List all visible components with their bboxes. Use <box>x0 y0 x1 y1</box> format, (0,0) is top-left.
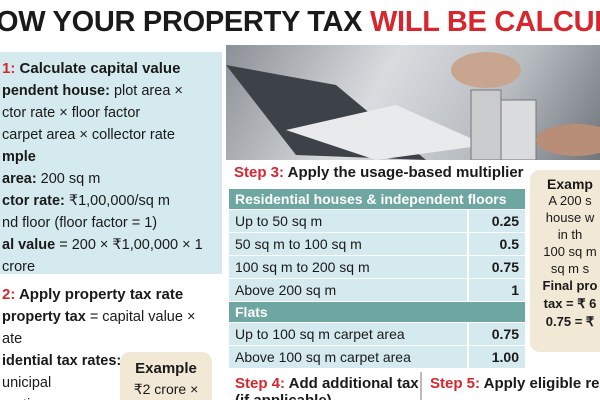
title-black: OW YOUR PROPERTY TAX <box>0 6 363 38</box>
photo-art <box>226 52 600 161</box>
step5: Step 5: Apply eligible reba <box>430 375 600 392</box>
area-cell: Above 200 sq m <box>229 279 467 301</box>
bold-text: al value <box>2 237 56 253</box>
bold-text: area: <box>2 171 37 187</box>
multiplier-cell: 0.75 <box>469 256 525 278</box>
table-row: Up to 100 sq m carpet area 0.75 <box>229 323 525 345</box>
step-label: 2: <box>2 286 16 303</box>
multiplier-cell: 1.00 <box>469 346 525 368</box>
multiplier-cell: 0.5 <box>469 233 525 255</box>
text-line: area: 200 sq m <box>2 168 203 190</box>
photo <box>226 45 600 161</box>
text: unicipal <box>2 375 52 391</box>
area-cell: Up to 100 sq m carpet area <box>229 323 467 345</box>
step-label: 1: <box>2 60 16 77</box>
example-result: tax = ₹ 6 <box>543 296 597 311</box>
text: orations <box>2 397 54 400</box>
text: nd floor (floor factor = 1) <box>2 215 158 231</box>
area-cell: 100 sq m to 200 sq m <box>229 256 467 278</box>
text: = 200 × ₹1,00,000 × 1 <box>59 237 203 253</box>
step1-panel <box>0 52 222 274</box>
text-line: nd floor (floor factor = 1) <box>2 212 203 234</box>
step2: 2: Apply property tax rate property tax =… <box>2 284 195 400</box>
area-cell: Up to 50 sq m <box>229 210 467 232</box>
text-line: unicipal <box>2 372 195 394</box>
area-cell: 50 sq m to 100 sq m <box>229 233 467 255</box>
text: = capital value × <box>89 309 196 325</box>
text-line: crore <box>2 256 203 278</box>
step-title: Apply the usage-based multiplier <box>287 164 524 181</box>
bold-text: idential tax rates: <box>2 353 122 369</box>
step-label: Step 4: <box>235 375 286 392</box>
bold-text: mple <box>2 149 36 165</box>
text-line: orations <box>2 394 195 400</box>
table-row: 100 sq m to 200 sq m 0.75 <box>229 256 525 278</box>
example-line: sq m s <box>550 261 590 276</box>
example-box: Examp A 200 s house w in th 100 sq m sq m s F… <box>530 170 600 352</box>
text: plot area × <box>113 83 183 99</box>
example-line: house w <box>545 210 595 225</box>
text: crore <box>2 259 36 275</box>
example-title: Examp <box>547 176 593 192</box>
table-row: Above 100 sq m carpet area 1.00 <box>229 346 525 368</box>
text-line: ctor rate × floor factor <box>2 102 203 124</box>
multiplier-cell: 1 <box>469 279 525 301</box>
text-line: carpet area × collector rate <box>2 124 203 146</box>
step-sub: (if applicable) <box>235 392 419 400</box>
text-line: pendent house: plot area × <box>2 80 203 102</box>
text-line: property tax = capital value × <box>2 306 195 328</box>
text-line: ctor rate: ₹1,00,000/sq m <box>2 190 203 212</box>
text-line: idential tax rates: <box>2 350 195 372</box>
step-title: Add additional tax <box>288 375 419 392</box>
step2-heading: 2: Apply property tax rate <box>2 284 195 306</box>
bold-text: property tax <box>2 309 86 325</box>
text: 200 sq m <box>40 171 101 187</box>
step4: Step 4: Add additional tax (if applicabl… <box>235 375 419 400</box>
step-title: Apply property tax rate <box>18 286 184 303</box>
step1: 1: Calculate capital value pendent house… <box>2 58 203 278</box>
divider <box>420 372 422 400</box>
step-title: Calculate capital value <box>19 60 181 77</box>
text: carpet area × collector rate <box>2 127 175 143</box>
text-line: mple <box>2 146 203 168</box>
multiplier-table: Residential houses & independent floors U… <box>229 189 525 368</box>
table-heading: Flats <box>229 302 525 322</box>
text: ate <box>2 331 23 347</box>
building-model <box>500 99 537 161</box>
table-row: Up to 50 sq m 0.25 <box>229 210 525 232</box>
step-label: Step 5: <box>430 375 481 392</box>
title-red: WILL BE CALCULATE <box>369 6 600 38</box>
hand <box>536 124 600 156</box>
example-result: Final pro <box>542 278 598 293</box>
step-label: Step 3: <box>234 164 285 181</box>
example-title: Example <box>135 360 197 377</box>
bold-text: pendent house: <box>2 83 110 99</box>
step1-heading: 1: Calculate capital value <box>2 58 203 80</box>
table-heading: Residential houses & independent floors <box>229 189 525 209</box>
example-line: 100 sq m <box>543 244 597 259</box>
example-box: Example ₹2 crore × <box>120 352 212 400</box>
example-line: A 200 s <box>548 193 592 208</box>
multiplier-cell: 0.75 <box>469 323 525 345</box>
area-cell: Above 100 sq m carpet area <box>229 346 467 368</box>
multiplier-cell: 0.25 <box>469 210 525 232</box>
text: ₹1,00,000/sq m <box>68 193 170 209</box>
text: ctor rate × floor factor <box>2 105 141 121</box>
building-model <box>470 89 502 161</box>
paper <box>286 105 486 160</box>
text-line: al value = 200 × ₹1,00,000 × 1 <box>2 234 203 256</box>
example-text: ₹2 crore × <box>133 381 199 397</box>
text-line: ate <box>2 328 195 350</box>
bold-text: ctor rate: <box>2 193 65 209</box>
hand <box>451 52 521 88</box>
step-title: Apply eligible reba <box>483 375 600 392</box>
example-result: 0.75 = ₹ <box>545 314 595 329</box>
title: OW YOUR PROPERTY TAX WILL BE CALCULATE <box>0 6 600 39</box>
step3-heading: Step 3: Apply the usage-based multiplier <box>234 164 524 181</box>
example-line: in th <box>557 227 583 242</box>
table-row: 50 sq m to 100 sq m 0.5 <box>229 233 525 255</box>
